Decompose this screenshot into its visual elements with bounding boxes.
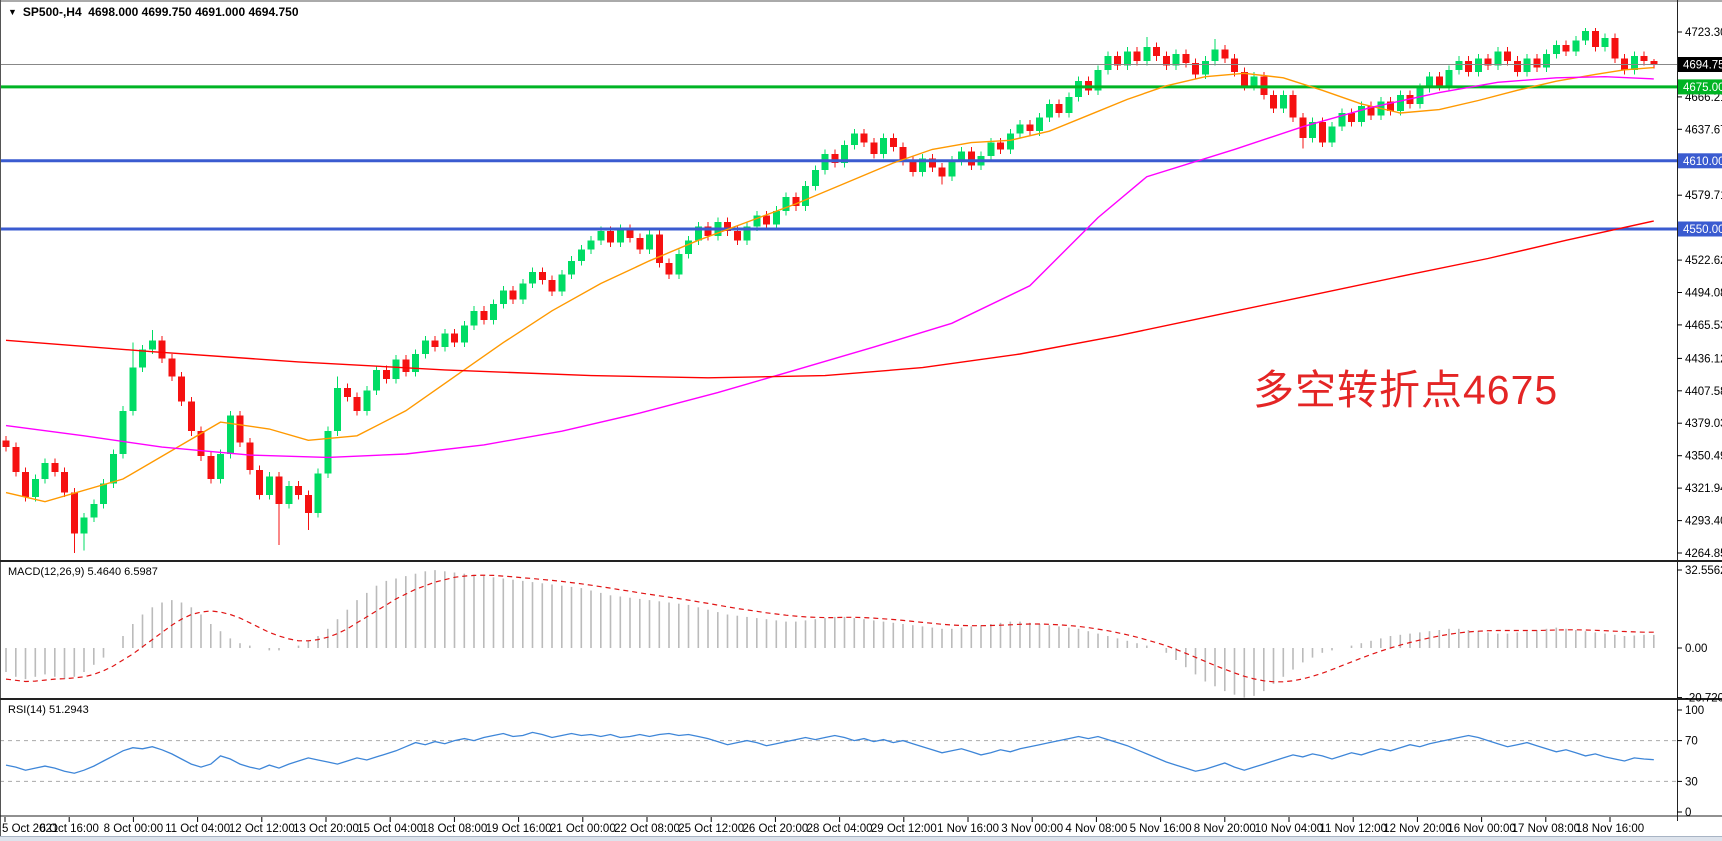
price-tick-label: 4494.080	[1685, 288, 1722, 300]
svg-text:4675.000: 4675.000	[1683, 82, 1722, 94]
candles-layer[interactable]	[2, 27, 1658, 553]
time-tick-label: 29 Oct 12:00	[871, 823, 937, 835]
price-tick-label: 4350.490	[1685, 451, 1722, 463]
rsi-line	[5, 731, 1654, 774]
price-tick-label: 4436.125	[1685, 353, 1722, 365]
price-axis[interactable]: 4723.305 4666.215 4637.670 4579.715 4522.625…	[1677, 27, 1722, 819]
rsi-axis-label: 0	[1685, 807, 1691, 819]
macd-axis-label: 32.5562	[1685, 565, 1722, 577]
time-tick-label: 6 Oct 16:00	[39, 823, 98, 835]
macd-signal-line	[5, 574, 1654, 683]
price-level-box	[1678, 153, 1722, 169]
macd-axis-label: 0.00	[1685, 643, 1707, 655]
ma-slow-red[interactable]	[5, 220, 1654, 379]
price-level-box	[1678, 221, 1722, 237]
time-tick-label: 4 Nov 08:00	[1065, 823, 1127, 835]
price-tick-label: 4379.035	[1685, 418, 1722, 430]
svg-text:4694.750: 4694.750	[1683, 60, 1722, 72]
time-tick-label: 1 Nov 16:00	[937, 823, 999, 835]
price-tick-label: 4723.305	[1685, 27, 1722, 39]
svg-text:4550.000: 4550.000	[1683, 224, 1722, 236]
time-tick-label: 12 Oct 12:00	[229, 823, 295, 835]
price-tick-label: 4666.215	[1685, 92, 1722, 104]
rsi-axis-label: 30	[1685, 776, 1698, 788]
time-tick-label: 12 Nov 20:00	[1383, 823, 1451, 835]
time-tick-label: 15 Oct 04:00	[357, 823, 423, 835]
price-tick-label: 4264.855	[1685, 548, 1722, 560]
time-tick-label: 22 Oct 08:00	[614, 823, 680, 835]
time-tick-label: 28 Oct 04:00	[807, 823, 873, 835]
ma-medium-magenta[interactable]	[5, 75, 1654, 459]
symbol-dropdown-icon[interactable]: ▼	[8, 7, 17, 17]
svg-text:4610.000: 4610.000	[1683, 156, 1722, 168]
time-tick-label: 5 Oct 2021	[2, 823, 58, 835]
time-tick-label: 18 Oct 08:00	[421, 823, 487, 835]
macd-axis-label: -20.7208	[1685, 693, 1722, 705]
rsi-axis-label: 100	[1685, 705, 1704, 717]
symbol-name: SP500-,H4	[22, 5, 82, 19]
price-tick-label: 4293.400	[1685, 516, 1722, 528]
price-tick-label: 4579.715	[1685, 190, 1722, 202]
time-tick-label: 3 Nov 00:00	[1001, 823, 1063, 835]
price-tick-label: 4407.580	[1685, 386, 1722, 398]
macd-indicator-label: MACD(12,26,9) 5.4640 6.5987	[8, 566, 158, 578]
rsi-axis-label: 70	[1685, 736, 1698, 748]
ma-fast-orange[interactable]	[5, 66, 1654, 503]
symbol-ohlc-values: 4698.000 4699.750 4691.000 4694.750	[88, 5, 299, 19]
time-tick-label: 10 Nov 04:00	[1255, 823, 1323, 835]
symbol-header: ▼ SP500-,H4 4698.000 4699.750 4691.000 46…	[8, 5, 299, 19]
time-tick-label: 11 Oct 04:00	[165, 823, 230, 835]
time-tick-label: 13 Oct 20:00	[293, 823, 359, 835]
price-level-box	[1678, 57, 1722, 72]
price-tick-label: 4522.625	[1685, 255, 1722, 267]
time-tick-label: 11 Nov 12:00	[1319, 823, 1387, 835]
time-tick-label: 8 Oct 00:00	[104, 823, 163, 835]
time-tick-label: 5 Nov 16:00	[1130, 823, 1192, 835]
price-tick-label: 4637.670	[1685, 124, 1722, 136]
price-annotation-text[interactable]: 多空转折点4675	[1253, 367, 1559, 413]
time-tick-label: 21 Oct 00:00	[550, 823, 616, 835]
time-tick-label: 18 Nov 16:00	[1576, 823, 1644, 835]
price-level-box	[1678, 79, 1722, 95]
time-tick-label: 17 Nov 08:00	[1512, 823, 1580, 835]
rsi-panel[interactable]	[0, 731, 1677, 782]
time-tick-label: 25 Oct 12:00	[678, 823, 744, 835]
horizontal-levels[interactable]	[0, 64, 1677, 231]
time-tick-label: 26 Oct 20:00	[742, 823, 808, 835]
time-tick-label: 19 Oct 16:00	[486, 823, 552, 835]
rsi-indicator-label: RSI(14) 51.2943	[8, 704, 89, 716]
price-tick-label: 4321.945	[1685, 483, 1722, 495]
time-tick-label: 16 Nov 00:00	[1447, 823, 1515, 835]
macd-panel[interactable]	[5, 570, 1655, 698]
time-tick-label: 8 Nov 20:00	[1194, 823, 1256, 835]
price-tick-label: 4465.535	[1685, 320, 1722, 332]
